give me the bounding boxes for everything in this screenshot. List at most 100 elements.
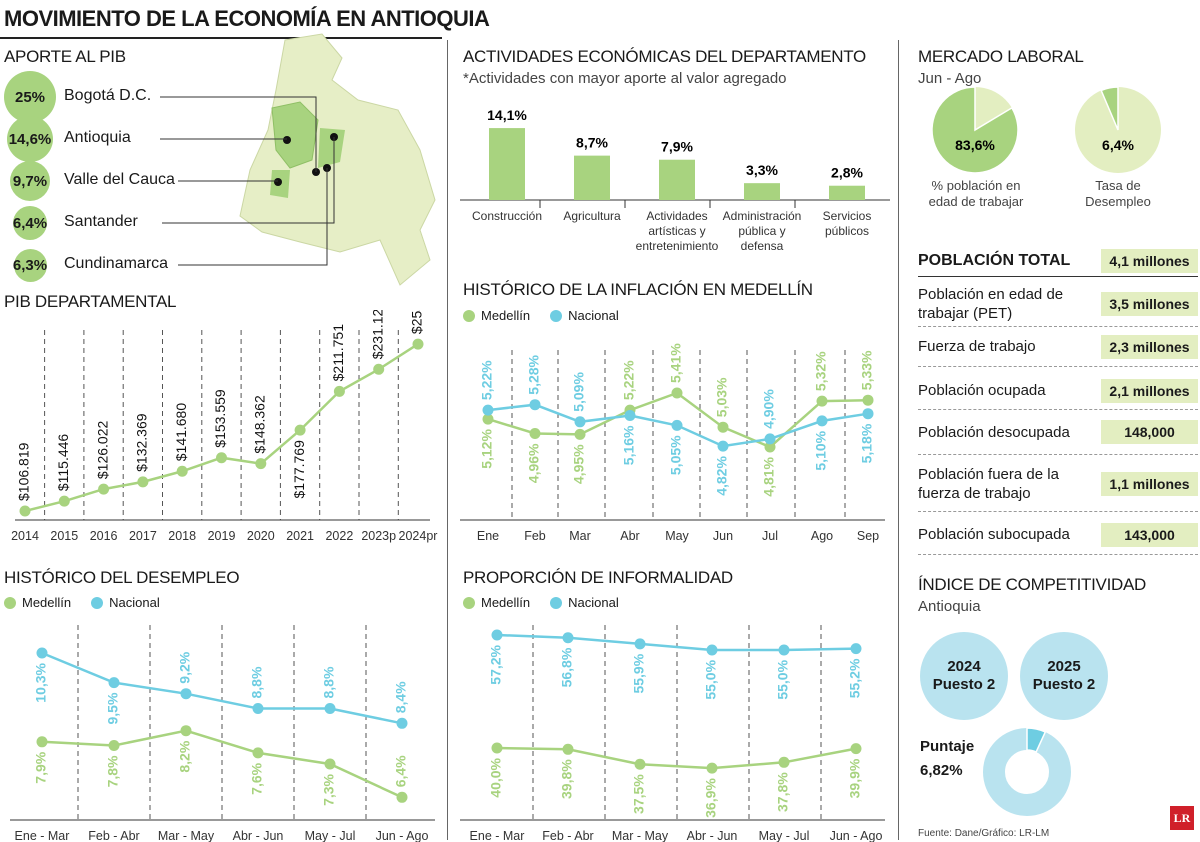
pie-slice — [1100, 86, 1119, 131]
poblacion-value: 2,1 millones — [1101, 378, 1198, 403]
data-point — [373, 363, 385, 375]
data-point — [850, 643, 862, 655]
bar — [659, 159, 695, 200]
data-label: 5,16% — [621, 425, 637, 465]
bar — [489, 128, 525, 200]
poblacion-value: 3,5 millones — [1101, 292, 1198, 316]
poblacion-label: Población desocupada — [918, 423, 1070, 441]
data-label: 5,18% — [859, 423, 875, 463]
data-label: 55,0% — [703, 659, 719, 699]
data-point — [137, 476, 149, 488]
data-point — [98, 483, 110, 495]
bar-value-label: 3,3% — [746, 162, 778, 178]
data-label: 4,95% — [571, 444, 587, 484]
poblacion-row: Población en edad de trabajar (PET) 3,5 m… — [918, 282, 1198, 327]
data-point — [634, 758, 646, 770]
bar-value-label: 2,8% — [831, 165, 863, 181]
actividades-bar-chart: 14,1% Construcción 8,7% Agricultura 7,9% Acti… — [460, 107, 890, 253]
data-point — [396, 717, 408, 729]
data-label: 7,3% — [321, 773, 337, 805]
x-tick-label: Mar — [569, 529, 591, 543]
data-point — [706, 762, 718, 774]
informalidad-title: PROPORCIÓN DE INFORMALIDAD — [463, 568, 733, 587]
legend-medellin: Medellín — [22, 595, 72, 610]
poblacion-value: 2,3 millones — [1101, 334, 1198, 359]
data-label: $106.819 — [16, 442, 32, 501]
data-point — [108, 740, 120, 751]
data-label: 55,9% — [631, 653, 647, 693]
leader-lines — [160, 96, 335, 266]
legend-nacional: Nacional — [568, 595, 619, 610]
donut-score-slice — [1026, 727, 1047, 753]
data-label: $211.751 — [330, 324, 346, 382]
poblacion-value: 143,000 — [1101, 522, 1198, 547]
inflacion-legend: Medellín Nacional — [463, 308, 619, 323]
data-point — [491, 629, 503, 641]
rank-value: Puesto 2 — [1032, 676, 1096, 693]
data-label: $253.232 — [409, 310, 425, 334]
data-label: 8,4% — [393, 681, 409, 713]
data-label: 5,41% — [668, 343, 684, 383]
puntaje-value: 6,82% — [920, 762, 963, 779]
data-point — [862, 408, 874, 420]
data-label: 8,8% — [321, 666, 337, 698]
data-label: 39,9% — [847, 758, 863, 798]
data-label: 5,03% — [714, 377, 730, 417]
poblacion-label: Población subocupada — [918, 526, 1070, 543]
x-tick-label: May - Jul — [305, 829, 356, 842]
poblacion-row: Población subocupada 143,000 — [918, 515, 1198, 555]
divider — [447, 40, 448, 840]
aporte-label: Valle del Cauca — [64, 171, 175, 188]
x-tick-label: 2022 — [325, 529, 353, 543]
lr-logo: LR — [1170, 806, 1194, 830]
x-tick-label: 2023p — [361, 529, 396, 543]
data-point — [324, 703, 336, 714]
cundinamarca-region — [318, 128, 345, 168]
bar-category-label: Agricultura — [563, 209, 621, 223]
data-label: $148.362 — [252, 395, 268, 454]
actividades-title: ACTIVIDADES ECONÓMICAS DEL DEPARTAMENTO — [463, 47, 866, 66]
informalidad-line-chart: Ene - Mar Feb - Abr Mar - May Abr - Jun May … — [460, 625, 885, 842]
data-point — [764, 433, 776, 445]
x-tick-label: May - Jul — [759, 829, 810, 842]
x-tick-label: 2015 — [50, 529, 78, 543]
legend-medellin: Medellín — [481, 308, 531, 323]
bar-category-label: Actividades — [646, 209, 707, 223]
puntaje-donut — [983, 727, 1071, 816]
x-tick-label: 2018 — [168, 529, 196, 543]
poblacion-row: Población fuera de la fuerza de trabajo 1… — [918, 457, 1198, 512]
desempleo-legend: Medellín Nacional — [4, 595, 160, 610]
mercado-period: Jun - Ago — [918, 70, 982, 87]
data-point — [671, 419, 683, 431]
rank-value: Puesto 2 — [932, 676, 996, 693]
x-tick-label: Feb — [524, 529, 546, 543]
data-point — [252, 703, 264, 714]
data-label: 5,12% — [479, 429, 495, 469]
bar-category-label: Construcción — [472, 209, 542, 223]
data-label: 5,10% — [813, 430, 829, 470]
nacional-dot-icon — [550, 309, 563, 322]
poblacion-row: Población ocupada 2,1 millones — [918, 372, 1198, 410]
medellin-dot-icon — [4, 596, 16, 609]
x-tick-label: Ago — [811, 529, 833, 543]
data-label: 10,3% — [33, 662, 49, 702]
medellin-dot-icon — [463, 596, 475, 609]
nacional-dot-icon — [91, 596, 104, 609]
poblacion-label: Fuerza de trabajo — [918, 338, 1036, 355]
series-line-medellín — [41, 729, 403, 799]
pie-slice — [931, 86, 1019, 174]
title-underline — [0, 37, 442, 39]
bar-category-label: pública y — [738, 224, 785, 238]
x-tick-label: 2019 — [208, 529, 236, 543]
data-point — [176, 465, 188, 477]
data-label: 8,2% — [177, 740, 193, 772]
data-label: 55,2% — [847, 658, 863, 698]
colombia-map — [160, 33, 436, 286]
data-label: 6,4% — [393, 755, 409, 787]
data-point — [562, 632, 574, 644]
data-label: 5,32% — [813, 351, 829, 391]
rank-2024-circle: 2024 Puesto 2 — [920, 632, 1008, 720]
data-point — [324, 758, 336, 770]
data-label: 7,9% — [33, 751, 49, 783]
x-tick-label: Jul — [762, 529, 778, 543]
